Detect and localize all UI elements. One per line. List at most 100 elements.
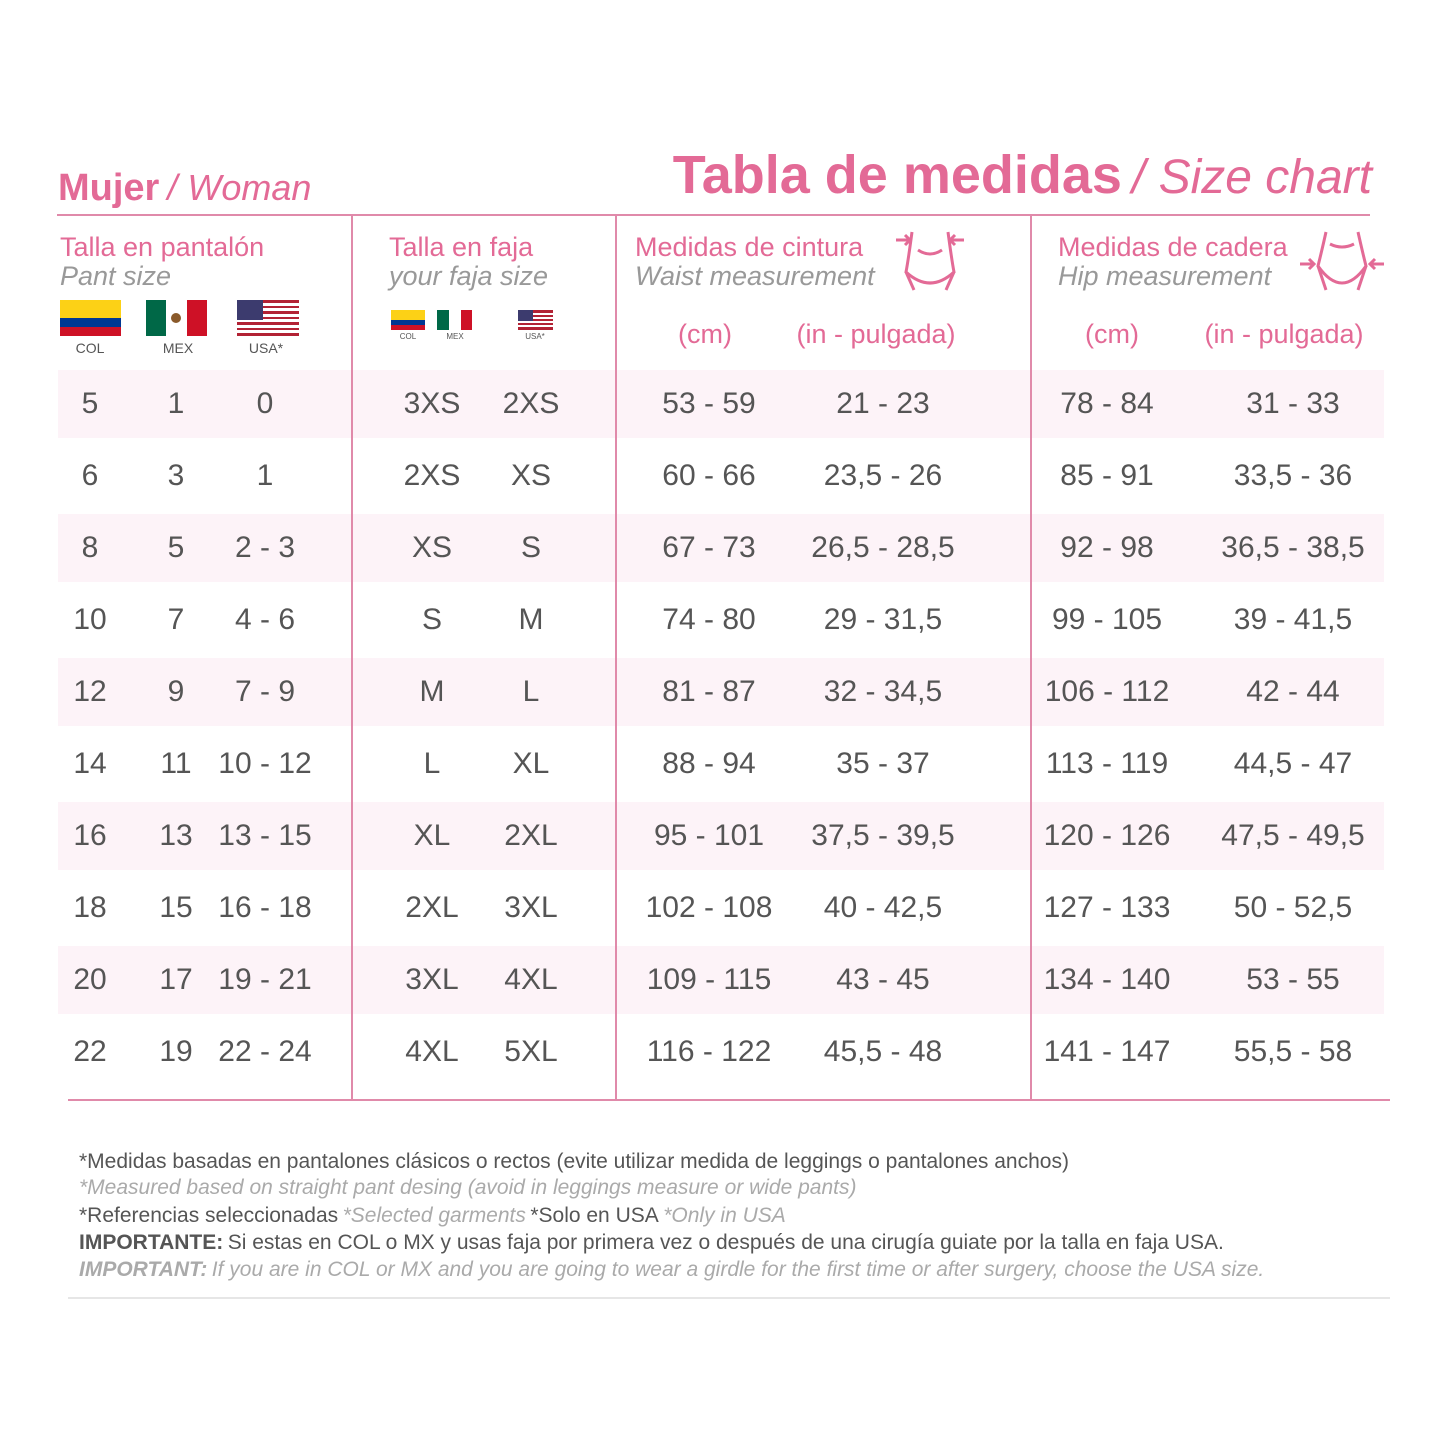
flag-label: USA*: [525, 332, 545, 341]
table-cell: 88 - 94: [662, 747, 755, 780]
table-cell: 2 - 3: [235, 531, 295, 564]
table-cell: S: [422, 603, 442, 636]
table-cell: L: [424, 747, 441, 780]
note: *Medidas basadas en pantalones clásicos …: [79, 1150, 1069, 1173]
table-cell: 22 - 24: [218, 1035, 311, 1068]
table-cell: M: [420, 675, 445, 708]
waist-icon: [896, 231, 964, 291]
table-cell: 16 - 18: [218, 891, 311, 924]
note-part: *Only in USA: [663, 1204, 786, 1227]
table-cell: 0: [257, 387, 274, 420]
table-cell: 113 - 119: [1046, 747, 1168, 780]
table-cell: L: [523, 675, 540, 708]
table-cell: 50 - 52,5: [1234, 891, 1352, 924]
note-part: *Selected garments: [343, 1204, 527, 1227]
headers: Talla en pantalón Pant size Talla en faj…: [60, 232, 1364, 349]
header-subtitle: Hip measurement: [1058, 261, 1273, 291]
table-cell: 4 - 6: [235, 603, 295, 636]
table-cell: 32 - 34,5: [824, 675, 942, 708]
header-title: Talla en faja: [389, 232, 534, 262]
note-label: IMPORTANT:: [79, 1258, 207, 1281]
table-cell: 8: [82, 531, 99, 564]
table-cell: 53 - 55: [1246, 963, 1339, 996]
note: IMPORTANT: If you are in COL or MX and y…: [79, 1258, 1264, 1281]
flag-label: USA*: [249, 340, 284, 356]
table-cell: 36,5 - 38,5: [1221, 531, 1364, 564]
table-cell: 81 - 87: [662, 675, 755, 708]
header-title: Talla en pantalón: [60, 232, 264, 262]
table-cell: 5: [168, 531, 185, 564]
flag-labels: COL MEX USA* COL MEX USA*: [76, 332, 545, 356]
header-title: Medidas de cintura: [635, 232, 864, 262]
note-part: *Solo en USA: [530, 1204, 658, 1227]
table-cell: 3XL: [504, 891, 557, 924]
note-part: *Referencias seleccionadas: [79, 1204, 338, 1227]
flags: [60, 300, 553, 336]
table-cell: 44,5 - 47: [1234, 747, 1352, 780]
header-title: Medidas de cadera: [1058, 232, 1289, 262]
column-dividers: [351, 215, 1032, 1100]
table-cell: 40 - 42,5: [824, 891, 942, 924]
table-cell: 2XS: [404, 459, 461, 492]
table-cell: 134 - 140: [1044, 963, 1171, 996]
table-cell: 17: [159, 963, 192, 996]
table-cell: 21 - 23: [836, 387, 929, 420]
flag-label: COL: [76, 340, 105, 356]
left-title: Mujer / Woman: [58, 167, 311, 209]
row-band: [58, 658, 1384, 726]
table-cell: 23,5 - 26: [824, 459, 942, 492]
table-cell: 102 - 108: [646, 891, 773, 924]
table-cell: 22: [73, 1035, 106, 1068]
table-cell: 120 - 126: [1044, 819, 1171, 852]
table-cell: 12: [73, 675, 106, 708]
table-cell: 99 - 105: [1052, 603, 1162, 636]
table-cell: 15: [159, 891, 192, 924]
note: *Measured based on straight pant desing …: [79, 1176, 856, 1199]
table-cell: XS: [511, 459, 551, 492]
table-cell: 37,5 - 39,5: [811, 819, 954, 852]
table-cell: 2XS: [503, 387, 560, 420]
hip-icon: [1300, 231, 1384, 291]
table-cell: 33,5 - 36: [1234, 459, 1352, 492]
table-cell: 2XL: [405, 891, 458, 924]
unit: (cm): [678, 319, 732, 349]
table-cell: 31 - 33: [1246, 387, 1339, 420]
header-subtitle: your faja size: [387, 261, 548, 291]
table-cell: 55,5 - 58: [1234, 1035, 1352, 1068]
table-cell: 74 - 80: [662, 603, 755, 636]
table-cell: 67 - 73: [662, 531, 755, 564]
note-part: If you are in COL or MX and you are goin…: [212, 1258, 1264, 1281]
table-cell: 9: [168, 675, 185, 708]
table-cell: 3XL: [405, 963, 458, 996]
row-band: [58, 946, 1384, 1014]
table-cell: 85 - 91: [1060, 459, 1153, 492]
table-cell: 35 - 37: [836, 747, 929, 780]
left-title-en: / Woman: [164, 167, 311, 208]
table-cell: 19: [159, 1035, 192, 1068]
unit: (cm): [1085, 319, 1139, 349]
table-cell: 13 - 15: [218, 819, 311, 852]
row-backgrounds: [58, 370, 1384, 1014]
table-cell: 45,5 - 48: [824, 1035, 942, 1068]
table-cell: 16: [73, 819, 106, 852]
table-cell: 42 - 44: [1246, 675, 1339, 708]
title-en: / Size chart: [1129, 151, 1374, 204]
table-cell: 3XS: [404, 387, 461, 420]
table-cell: 5: [82, 387, 99, 420]
table-cell: 18: [73, 891, 106, 924]
table-cell: 13: [159, 819, 192, 852]
flag-label: MEX: [446, 332, 464, 341]
table-cell: 4XL: [504, 963, 557, 996]
table-cell: 141 - 147: [1044, 1035, 1171, 1068]
table-cell: 4XL: [405, 1035, 458, 1068]
table-cell: XS: [412, 531, 452, 564]
table-cell: 20: [73, 963, 106, 996]
title-es: Tabla de medidas: [673, 145, 1122, 205]
table-cell: 2XL: [504, 819, 557, 852]
table-cell: 19 - 21: [218, 963, 311, 996]
header-subtitle: Waist measurement: [635, 261, 876, 291]
table-cell: 127 - 133: [1044, 891, 1171, 924]
table-cell: 10: [73, 603, 106, 636]
table-cell: 11: [160, 747, 191, 780]
table-cell: 106 - 112: [1045, 675, 1170, 708]
